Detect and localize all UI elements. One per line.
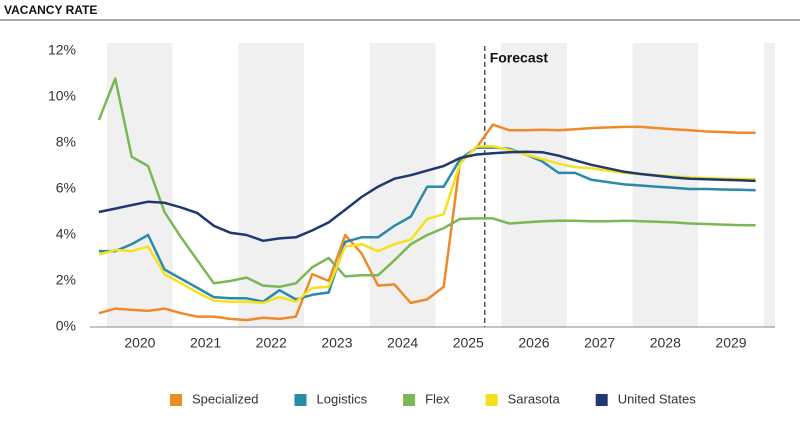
y-tick-label: 0% <box>56 318 76 334</box>
legend-label: Logistics <box>317 391 368 406</box>
x-tick-label: 2024 <box>387 335 418 351</box>
series-line <box>98 146 756 303</box>
x-tick-label: 2025 <box>453 335 484 351</box>
x-tick-label: 2021 <box>190 335 221 351</box>
x-tick-label: 2029 <box>715 335 746 351</box>
y-tick-label: 8% <box>56 134 76 150</box>
y-tick-label: 6% <box>56 180 76 196</box>
legend-swatch <box>485 394 498 406</box>
y-tick-label: 2% <box>56 272 76 288</box>
series-line <box>98 123 756 322</box>
year-band <box>501 43 567 327</box>
legend-swatch <box>595 394 608 406</box>
series-line <box>98 150 756 243</box>
y-tick-label: 4% <box>56 226 76 242</box>
legend-swatch <box>294 394 307 406</box>
legend-label: Flex <box>425 391 450 406</box>
legend-label: United States <box>618 391 697 406</box>
x-tick-label: 2027 <box>584 335 615 351</box>
forecast-label: Forecast <box>490 50 549 66</box>
legend-label: Sarasota <box>508 391 561 406</box>
x-tick-label: 2023 <box>321 335 352 351</box>
year-band <box>763 43 775 327</box>
x-tick-label: 2028 <box>650 335 681 351</box>
y-tick-label: 12% <box>48 42 76 58</box>
chart-title: VACANCY RATE <box>4 3 97 17</box>
series-line <box>97 77 756 289</box>
legend-swatch <box>170 394 182 406</box>
x-tick-label: 2022 <box>256 335 287 351</box>
legend-label: Specialized <box>192 391 259 406</box>
x-tick-label: 2020 <box>124 335 155 351</box>
legend-swatch <box>403 394 416 406</box>
x-tick-label: 2026 <box>518 335 549 351</box>
y-tick-label: 10% <box>48 88 76 104</box>
